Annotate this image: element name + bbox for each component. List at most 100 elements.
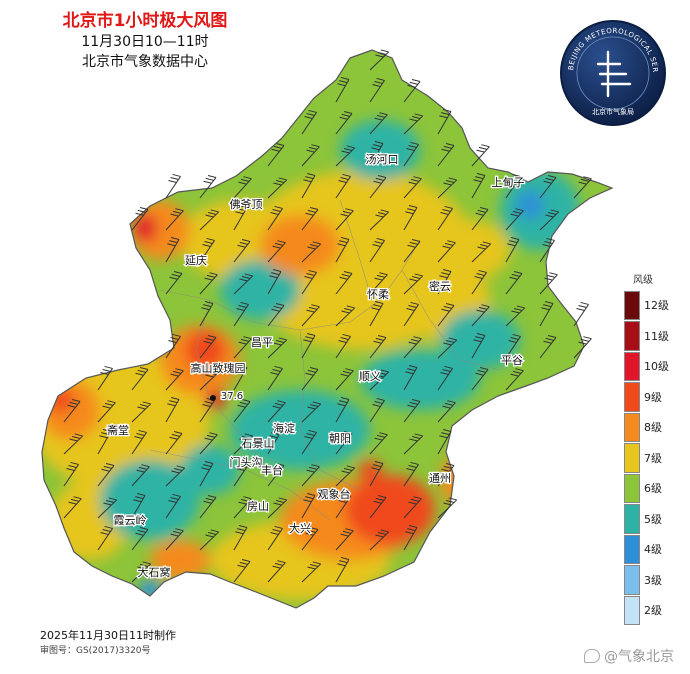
wind-barb <box>301 269 317 295</box>
legend-label: 4级 <box>644 543 662 557</box>
wind-barb <box>471 241 492 263</box>
place-label: 昌平 <box>251 336 273 349</box>
legend-swatch <box>624 595 640 625</box>
watermark-text: @气象北京 <box>604 649 674 665</box>
legend-item: 10级 <box>624 351 670 382</box>
place-label: 通州 <box>429 472 451 485</box>
wind-barb <box>335 528 354 551</box>
wind-barb <box>369 495 387 519</box>
wind-barb <box>437 268 452 295</box>
wind-barb <box>267 497 288 519</box>
place-label: 斋堂 <box>107 423 129 437</box>
wind-barb <box>335 396 350 423</box>
wind-barb <box>335 368 354 391</box>
map-organization: 北京市气象数据中心 <box>82 54 208 70</box>
wind-barb <box>131 464 150 487</box>
place-label: 高山致瑰园 <box>191 361 246 375</box>
wind-barb <box>199 397 215 423</box>
district-border <box>195 299 271 471</box>
wind-barb <box>437 497 458 519</box>
legend-item: 11级 <box>624 321 670 352</box>
place-label: 石景山 <box>242 437 275 450</box>
legend-label: 2级 <box>644 604 662 618</box>
wind-barb <box>165 396 180 423</box>
wind-barb <box>131 527 149 551</box>
wind-barb <box>471 269 487 295</box>
wind-barb <box>131 207 149 231</box>
place-label: 上甸子 <box>492 176 525 189</box>
wind-barb <box>573 176 592 199</box>
wind-barb <box>267 268 282 295</box>
wind-barb <box>97 365 113 391</box>
wind-barb <box>267 177 288 199</box>
wind-level-area <box>345 475 435 545</box>
wind-barb <box>267 143 285 167</box>
wind-barb <box>437 177 458 199</box>
wind-barb <box>97 463 115 487</box>
wind-barb <box>97 428 112 455</box>
wind-barb <box>301 304 320 327</box>
wind-barb <box>369 529 390 551</box>
place-label: 海淀 <box>273 421 295 435</box>
wind-barb <box>97 497 118 519</box>
wind-barb <box>335 333 351 359</box>
wind-barb <box>165 208 184 231</box>
legend-label: 7级 <box>644 451 662 465</box>
wind-barb <box>369 397 385 423</box>
wind-barb <box>97 525 113 551</box>
wind-barb <box>335 271 353 295</box>
wind-barb <box>267 525 283 551</box>
wind-barb <box>63 461 79 487</box>
wind-barb <box>403 496 422 519</box>
district-border <box>159 239 421 331</box>
wind-barb <box>437 240 456 263</box>
legend-swatch <box>624 565 640 595</box>
legend-label: 10级 <box>644 360 669 374</box>
wind-barb <box>233 524 248 551</box>
wind-barb <box>63 433 84 455</box>
seal-inner-text: 北京市气象局 <box>592 107 634 116</box>
place-label: 丰台 <box>261 463 283 477</box>
wind-barb <box>301 429 317 455</box>
legend-swatch <box>624 443 640 473</box>
wind-level-area <box>100 460 200 540</box>
wind-barb <box>539 209 560 231</box>
wind-barb <box>403 461 419 487</box>
weibo-watermark: @气象北京 <box>584 646 674 666</box>
wind-barb <box>233 301 249 327</box>
legend-swatch <box>624 382 640 412</box>
wind-barb <box>369 175 387 199</box>
legend-label: 12级 <box>644 299 669 313</box>
wind-barb <box>403 204 418 231</box>
wind-barb <box>471 332 486 359</box>
legend-label: 9级 <box>644 390 662 404</box>
wind-barb <box>199 432 218 455</box>
wind-barb <box>267 365 283 391</box>
wind-barb <box>437 428 452 455</box>
wind-barb <box>267 400 286 423</box>
wind-barb <box>505 236 520 263</box>
wind-barb <box>437 337 458 359</box>
legend-label: 11级 <box>644 329 669 343</box>
legend-item: 6级 <box>624 473 670 504</box>
wind-barb <box>335 145 356 167</box>
wind-barb <box>233 433 254 455</box>
wind-level-area <box>185 330 225 370</box>
wind-barb <box>199 335 217 359</box>
wind-level-legend: 风级 12级 11级 10级 9级 8级 7级 6级 5级 4级 3级 2级 <box>624 272 670 626</box>
legend-item: 8级 <box>624 412 670 443</box>
wind-level-area <box>150 540 210 580</box>
wind-barb <box>165 368 184 391</box>
wind-barb <box>403 176 422 199</box>
wind-barb <box>369 272 388 295</box>
wind-barb <box>165 431 183 455</box>
district-border <box>299 329 361 491</box>
legend-swatch <box>624 534 640 564</box>
map-title-block: 北京市1小时极大风图 11月30日10—11时 北京市气象数据中心 <box>40 10 250 72</box>
wind-barb <box>369 300 384 327</box>
wind-barb <box>369 369 390 391</box>
wind-barb <box>403 364 418 391</box>
place-label: 平谷 <box>501 354 523 367</box>
wind-barb <box>131 429 147 455</box>
